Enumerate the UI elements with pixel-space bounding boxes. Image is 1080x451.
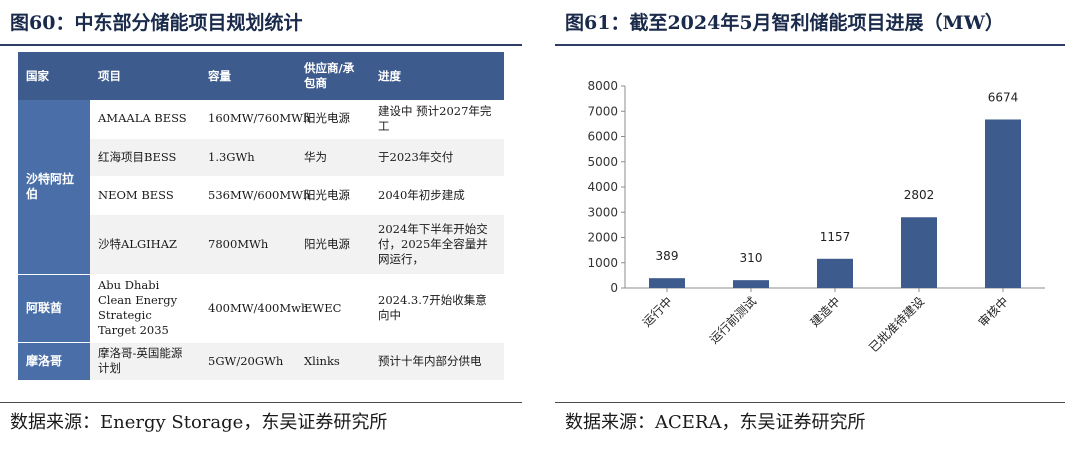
category-label: 已批准待建设 bbox=[866, 294, 928, 356]
data-label: 310 bbox=[740, 251, 763, 265]
country-saudi: 沙特阿拉伯 bbox=[18, 100, 90, 275]
progress-cell: 2024.3.7开始收集意向中 bbox=[370, 274, 504, 343]
data-label: 1157 bbox=[820, 230, 851, 244]
capacity-cell: 160MW/760MWh bbox=[200, 100, 310, 139]
progress-cell: 2024年下半年开始交付，2025年全容量并网运行， bbox=[370, 214, 504, 275]
supplier-cell: 华为 bbox=[296, 138, 370, 177]
project-cell: 沙特ALGIHAZ bbox=[90, 214, 200, 275]
bar-5 bbox=[985, 119, 1021, 288]
category-label: 运行前测试 bbox=[706, 294, 759, 347]
y-tick-label: 0 bbox=[610, 281, 618, 295]
category-label: 审核中 bbox=[975, 294, 1011, 330]
project-cell: 红海项目BESS bbox=[90, 138, 200, 177]
bar-2 bbox=[733, 280, 769, 288]
y-tick-label: 1000 bbox=[587, 256, 618, 270]
table-header-row: 国家 项目 容量 供应商/承包商 进度 bbox=[18, 52, 504, 100]
capacity-cell: 1.3GWh bbox=[200, 138, 296, 177]
y-tick-label: 7000 bbox=[587, 104, 618, 118]
supplier-cell: 阳光电源 bbox=[296, 100, 370, 139]
table-row: 红海项目BESS 1.3GWh 华为 于2023年交付 bbox=[18, 138, 504, 177]
table-row: 摩洛哥 摩洛哥-英国能源计划 5GW/20GWh Xlinks 预计十年内部分供… bbox=[18, 342, 504, 381]
bar-1 bbox=[649, 278, 685, 288]
y-tick-label: 8000 bbox=[587, 79, 618, 93]
source-note: 数据来源：ACERA，东吴证券研究所 bbox=[565, 412, 866, 433]
capacity-cell: 5GW/20GWh bbox=[200, 342, 296, 381]
header-supplier: 供应商/承包商 bbox=[296, 52, 370, 100]
data-label: 2802 bbox=[904, 188, 935, 202]
country-uae: 阿联酋 bbox=[18, 274, 90, 343]
title-rule bbox=[555, 44, 1065, 46]
capacity-cell: 7800MWh bbox=[200, 214, 296, 275]
progress-cell: 2040年初步建成 bbox=[370, 176, 504, 215]
table-row: 沙特阿拉伯 AMAALA BESS 160MW/760MWh 阳光电源 建设中 … bbox=[18, 100, 504, 275]
project-cell: 摩洛哥-英国能源计划 bbox=[90, 342, 200, 381]
country-morocco: 摩洛哥 bbox=[18, 342, 90, 381]
source-rule bbox=[555, 402, 1065, 403]
supplier-cell: 阳光电源 bbox=[296, 214, 370, 275]
header-capacity: 容量 bbox=[200, 52, 296, 100]
capacity-cell: 536MW/600MWh bbox=[200, 176, 310, 215]
supplier-cell: EWEC bbox=[296, 274, 370, 343]
y-tick-label: 4000 bbox=[587, 180, 618, 194]
progress-cell: 建设中 预计2027年完工 bbox=[370, 100, 504, 139]
progress-cell: 于2023年交付 bbox=[370, 138, 504, 177]
header-project: 项目 bbox=[90, 52, 200, 100]
source-note: 数据来源：Energy Storage，东吴证券研究所 bbox=[10, 412, 388, 433]
y-tick-label: 2000 bbox=[587, 231, 618, 245]
header-country: 国家 bbox=[18, 52, 90, 100]
bar-3 bbox=[817, 258, 853, 288]
project-cell: AMAALA BESS bbox=[90, 100, 200, 139]
figure-61-title: 图61：截至2024年5月智利储能项目进展（MW） bbox=[565, 12, 1004, 34]
header-progress: 进度 bbox=[370, 52, 504, 100]
table-row: 阿联酋 Abu Dhabi Clean Energy Strategic Tar… bbox=[18, 274, 504, 343]
middle-east-storage-table: 国家 项目 容量 供应商/承包商 进度 沙特阿拉伯 AMAALA BESS 16… bbox=[18, 52, 504, 381]
y-tick-label: 3000 bbox=[587, 205, 618, 219]
data-label: 6674 bbox=[988, 90, 1019, 104]
chile-storage-bar-chart: 0 1000 2000 3000 4000 5000 6000 7000 8000 389 运行中 3… bbox=[587, 79, 1045, 356]
project-cell: Abu Dhabi Clean Energy Strategic Target … bbox=[90, 274, 200, 343]
data-label: 389 bbox=[656, 249, 679, 263]
source-rule bbox=[0, 402, 522, 403]
bar-4 bbox=[901, 217, 937, 288]
progress-cell: 预计十年内部分供电 bbox=[370, 342, 504, 381]
capacity-cell: 400MW/400Mwh bbox=[200, 274, 308, 343]
category-label: 运行中 bbox=[639, 294, 675, 330]
supplier-cell: Xlinks bbox=[296, 342, 370, 381]
table-row: 沙特ALGIHAZ 7800MWh 阳光电源 2024年下半年开始交付，2025… bbox=[18, 214, 504, 275]
category-label: 建造中 bbox=[807, 294, 843, 330]
project-cell: NEOM BESS bbox=[90, 176, 200, 215]
supplier-cell: 阳光电源 bbox=[296, 176, 370, 215]
figure-60-title: 图60：中东部分储能项目规划统计 bbox=[10, 12, 303, 34]
table-row: NEOM BESS 536MW/600MWh 阳光电源 2040年初步建成 bbox=[18, 176, 504, 215]
y-tick-label: 6000 bbox=[587, 130, 618, 144]
y-tick-label: 5000 bbox=[587, 155, 618, 169]
title-rule bbox=[0, 44, 522, 46]
